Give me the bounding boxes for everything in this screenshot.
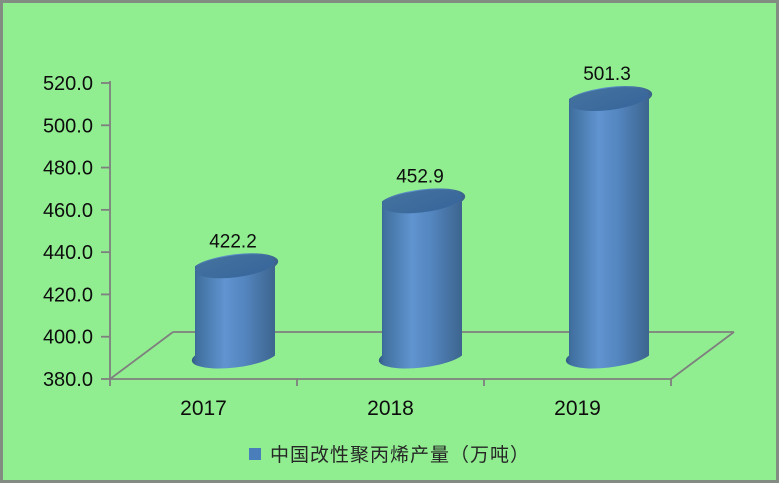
data-label: 452.9 xyxy=(396,166,444,187)
y-tick-label: 460.0 xyxy=(43,200,93,222)
cylinder-2019: 501.3 xyxy=(565,64,653,369)
y-tick-label: 380.0 xyxy=(43,369,93,391)
category-label-2019: 2019 xyxy=(554,397,601,420)
floor-left-edge xyxy=(109,331,174,380)
data-label: 422.2 xyxy=(209,231,257,252)
legend-label: 中国改性聚丙烯产量（万吨） xyxy=(269,445,530,466)
category-label-2018: 2018 xyxy=(367,397,414,420)
y-tick-label: 440.0 xyxy=(43,242,93,264)
y-tick-label: 500.0 xyxy=(43,115,93,137)
cylinder-top xyxy=(195,254,275,279)
cylinder-2018: 452.9 xyxy=(378,166,466,369)
cylinder-top xyxy=(382,189,462,214)
cylinder-body xyxy=(191,253,279,369)
cylinder-body xyxy=(378,188,466,369)
floor-right-edge xyxy=(670,331,735,380)
y-tick-label: 400.0 xyxy=(43,327,93,349)
y-tick-label: 480.0 xyxy=(43,158,93,180)
category-label-2017: 2017 xyxy=(180,397,227,420)
legend: 中国改性聚丙烯产量（万吨） xyxy=(3,440,776,467)
cylinder-2017: 422.2 xyxy=(191,231,279,369)
plot-area: 380.0 400.0 420.0 440.0 460.0 480.0 500.0 520.0… xyxy=(43,64,735,420)
legend-marker-icon xyxy=(248,447,261,460)
cylinder-body xyxy=(565,86,653,369)
data-label: 501.3 xyxy=(583,64,631,85)
y-tick-label: 420.0 xyxy=(43,284,93,306)
y-tick-label: 520.0 xyxy=(43,73,93,95)
cylinder-top xyxy=(569,87,649,111)
